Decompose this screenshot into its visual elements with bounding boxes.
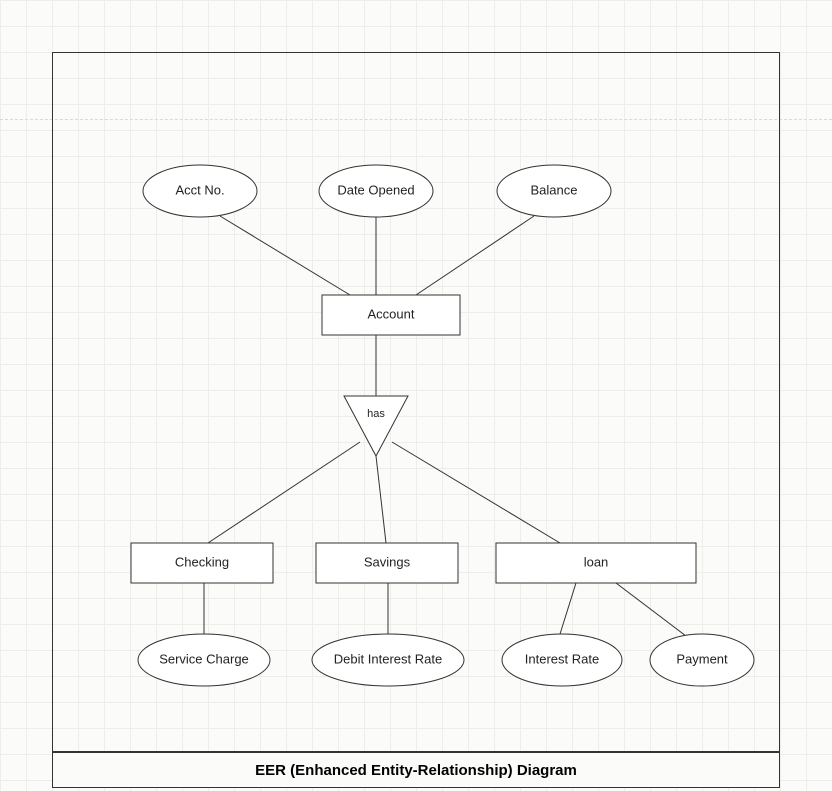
caption-text: EER (Enhanced Entity-Relationship) Diagr… [255, 762, 577, 779]
diagram-caption: EER (Enhanced Entity-Relationship) Diagr… [52, 752, 780, 788]
diagram-frame [52, 52, 780, 752]
